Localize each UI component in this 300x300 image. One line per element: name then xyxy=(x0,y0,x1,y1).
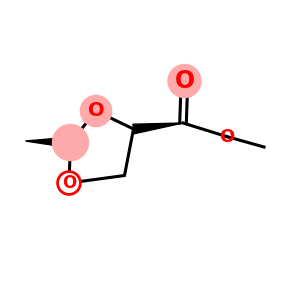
Polygon shape xyxy=(133,123,183,134)
Text: O: O xyxy=(174,69,195,93)
Circle shape xyxy=(80,95,112,127)
Text: O: O xyxy=(62,174,76,192)
Circle shape xyxy=(52,124,88,160)
Text: O: O xyxy=(219,128,234,146)
Circle shape xyxy=(168,64,201,98)
Polygon shape xyxy=(26,137,71,148)
Text: O: O xyxy=(88,101,104,121)
Circle shape xyxy=(58,172,80,194)
